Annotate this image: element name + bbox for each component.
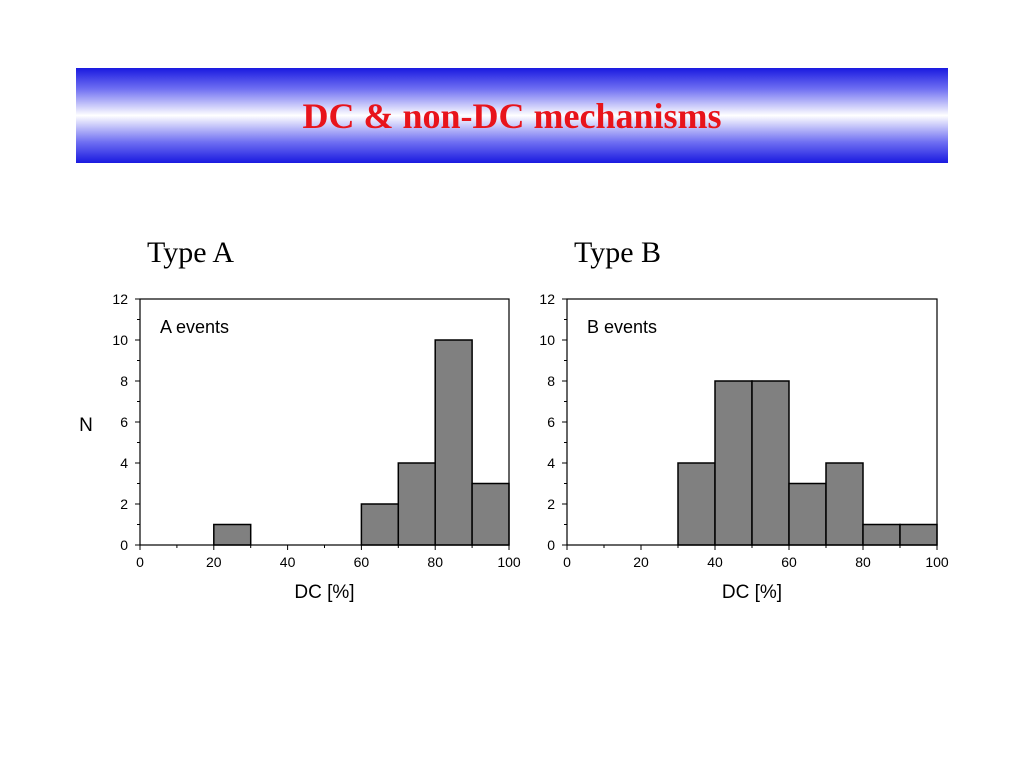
x-tick-label-b: 80 xyxy=(855,554,871,570)
y-tick-label-a: 4 xyxy=(120,455,128,471)
histogram-bar-b xyxy=(714,380,753,546)
x-tick-label-a: 80 xyxy=(427,554,443,570)
histogram-bar-b xyxy=(788,482,827,546)
y-axis-label-a: N xyxy=(79,415,93,436)
histogram-bar-b xyxy=(677,462,716,546)
x-tick-label-b: 20 xyxy=(633,554,649,570)
x-tick-label-a: 60 xyxy=(354,554,370,570)
histogram-bar-b xyxy=(751,380,790,546)
y-tick-label-b: 10 xyxy=(539,332,555,348)
x-tick-label-a: 0 xyxy=(136,554,144,570)
y-tick-label-a: 2 xyxy=(120,496,128,512)
y-tick-label-b: 4 xyxy=(547,455,555,471)
chart-title-type-b: Type B xyxy=(574,236,662,269)
histogram-bar-a xyxy=(434,339,473,546)
chart-annotation-a: A events xyxy=(160,317,229,337)
histogram-bar-a xyxy=(397,462,436,546)
y-tick-label-b: 8 xyxy=(547,373,555,389)
y-tick-label-b: 12 xyxy=(539,291,555,307)
histogram-bar-b xyxy=(825,462,864,546)
y-tick-label-b: 0 xyxy=(547,537,555,553)
x-tick-label-b: 40 xyxy=(707,554,723,570)
y-tick-label-a: 6 xyxy=(120,414,128,430)
x-axis-label-a: DC [%] xyxy=(294,582,354,603)
y-tick-label-b: 2 xyxy=(547,496,555,512)
histogram-bar-b xyxy=(899,523,938,546)
y-tick-label-a: 10 xyxy=(112,332,128,348)
title-banner xyxy=(76,68,948,163)
slide-title: DC & non-DC mechanisms xyxy=(302,95,722,136)
histogram-bar-a xyxy=(471,482,510,546)
y-tick-label-a: 0 xyxy=(120,537,128,553)
y-tick-label-a: 8 xyxy=(120,373,128,389)
chart-annotation-b: B events xyxy=(587,317,657,337)
histogram-bar-b xyxy=(862,523,901,546)
x-tick-label-a: 100 xyxy=(497,554,521,570)
chart-title-type-a: Type A xyxy=(147,236,235,269)
x-tick-label-a: 40 xyxy=(280,554,296,570)
x-tick-label-b: 60 xyxy=(781,554,797,570)
x-axis-label-b: DC [%] xyxy=(722,582,782,603)
x-tick-label-b: 100 xyxy=(925,554,949,570)
histogram-bar-a xyxy=(360,503,400,546)
x-tick-label-b: 0 xyxy=(563,554,571,570)
x-tick-label-a: 20 xyxy=(206,554,222,570)
y-tick-label-b: 6 xyxy=(547,414,555,430)
histogram-bar-a xyxy=(213,523,252,546)
y-tick-label-a: 12 xyxy=(112,291,128,307)
